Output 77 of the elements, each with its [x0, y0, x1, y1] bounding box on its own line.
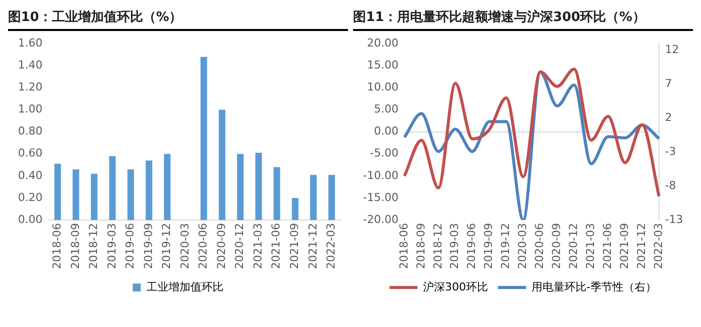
chart-title: 图11：用电量环比超额增速与沪深300环比（%）: [353, 8, 693, 31]
y-tick-label: 0.20: [18, 190, 42, 204]
y-tick-label: -15.00: [362, 190, 398, 204]
x-tick-label: 2020-03: [178, 223, 192, 270]
x-tick-label: 2020-06: [196, 223, 210, 270]
y-tick-label: 15.00: [366, 58, 398, 72]
y2-tick-label: -3: [665, 145, 676, 158]
x-tick-label: 2020-12: [567, 223, 580, 270]
x-tick-label: 2019-09: [142, 223, 155, 270]
y-tick-label: 20.00: [366, 36, 398, 50]
x-tick-label: 2018-06: [50, 223, 64, 270]
y-tick-label: 1.00: [18, 102, 42, 116]
x-tick-label: 2020-03: [516, 223, 530, 270]
bar: [72, 169, 80, 220]
y2-tick-label: -8: [665, 178, 676, 192]
bar: [274, 167, 280, 220]
y-tick-label: -10.00: [362, 168, 398, 182]
x-tick-label: 2019-06: [124, 223, 137, 270]
y-tick-label: 0.60: [18, 146, 42, 160]
bar: [54, 164, 61, 220]
bar: [109, 156, 116, 220]
y-tick-label: 1.20: [18, 80, 42, 94]
chart-title: 图10：工业增加值环比（%）: [8, 8, 348, 31]
x-tick-label: 2022-03: [324, 223, 338, 270]
x-tick-label: 2018-12: [431, 223, 444, 270]
x-tick-label: 2019-12: [499, 223, 512, 270]
y2-tick-label: 2: [665, 111, 672, 124]
x-tick-label: 2018-06: [397, 223, 410, 270]
x-tick-label: 2021-06: [600, 223, 614, 270]
x-tick-label: 2022-03: [652, 223, 665, 270]
y-tick-label: 0.00: [18, 212, 42, 226]
bar: [255, 152, 262, 220]
legend-label: 工业增加值环比: [146, 280, 224, 294]
x-tick-label: 2021-06: [270, 223, 283, 270]
bar: [310, 174, 317, 220]
bar: [127, 169, 134, 220]
y2-tick-label: 12: [665, 43, 680, 56]
y-tick-label: 0.00: [374, 124, 398, 138]
bar: [328, 174, 335, 220]
x-tick-label: 2020-09: [214, 223, 228, 270]
bar: [164, 154, 171, 220]
x-tick-label: 2019-06: [465, 223, 478, 270]
y-tick-label: -20.00: [362, 212, 398, 226]
x-tick-label: 2018-09: [414, 223, 428, 270]
y2-tick-label: -13: [665, 212, 683, 226]
bar: [218, 110, 226, 220]
x-tick-label: 2021-03: [584, 223, 598, 270]
x-tick-label: 2021-12: [306, 223, 320, 270]
x-tick-label: 2021-03: [251, 223, 264, 270]
y-tick-label: 0.80: [18, 124, 42, 138]
x-tick-label: 2019-03: [448, 223, 462, 270]
x-tick-label: 2020-06: [533, 223, 546, 270]
x-tick-label: 2018-09: [68, 223, 82, 270]
bar: [146, 160, 152, 220]
legend-label: 用电量环比-季节性（右）: [532, 280, 656, 294]
x-tick-label: 2021-12: [634, 223, 648, 270]
bar: [200, 56, 208, 220]
x-tick-label: 2021-09: [618, 223, 631, 270]
bar: [237, 154, 244, 220]
y-tick-label: -5.00: [370, 146, 398, 160]
bar: [90, 174, 98, 220]
x-tick-label: 2019-12: [160, 223, 174, 270]
y-tick-label: 0.40: [18, 168, 42, 182]
x-tick-label: 2020-09: [550, 223, 564, 270]
x-tick-label: 2019-03: [105, 223, 118, 270]
legend-label: 沪深300环比: [423, 280, 488, 294]
x-tick-label: 2020-12: [233, 223, 246, 270]
y-tick-label: 5.00: [374, 102, 398, 116]
y2-tick-label: 7: [665, 77, 672, 90]
x-tick-label: 2019-09: [482, 223, 496, 270]
y-tick-label: 1.40: [18, 58, 42, 72]
bar: [292, 198, 298, 220]
line-series: [402, 68, 661, 198]
x-tick-label: 2018-12: [87, 223, 100, 270]
y-tick-label: 1.60: [18, 36, 42, 50]
x-tick-label: 2021-09: [288, 223, 301, 270]
y-tick-label: 10.00: [366, 80, 398, 94]
